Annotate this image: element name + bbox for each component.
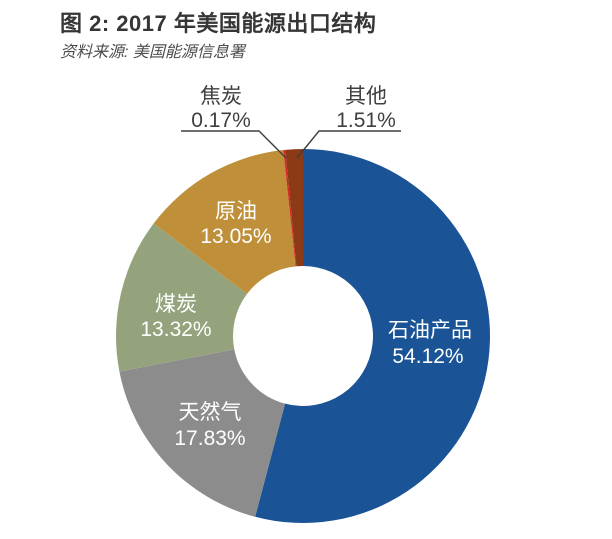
label-crude-oil: 原油 [215,200,257,223]
label-other: 其他 [345,85,387,108]
figure-title: 图 2: 2017 年美国能源出口结构 [60,11,377,36]
value-petroleum-products: 54.12% [392,345,463,368]
value-coke: 0.17% [191,109,251,132]
label-petroleum-products: 石油产品 [388,319,472,342]
leader-line-coke [181,130,287,159]
value-natural-gas: 17.83% [174,427,245,450]
label-coal: 煤炭 [155,293,197,316]
figure-source: 资料来源: 美国能源信息署 [60,44,245,61]
donut-slices [115,149,490,523]
value-crude-oil: 13.05% [200,225,271,248]
label-natural-gas: 天然气 [179,401,242,424]
leader-line-other [296,130,401,159]
pie-slice-crude-oil [153,150,296,294]
label-coke: 焦炭 [200,85,242,108]
value-coal: 13.32% [140,318,211,341]
pie-slice-coke [283,149,297,267]
pie-slice-coal [115,223,248,372]
pie-slice-other [285,149,303,267]
value-other: 1.51% [336,109,396,132]
pie-slice-natural-gas [119,349,286,517]
pie-slice-petroleum-products [255,149,490,523]
